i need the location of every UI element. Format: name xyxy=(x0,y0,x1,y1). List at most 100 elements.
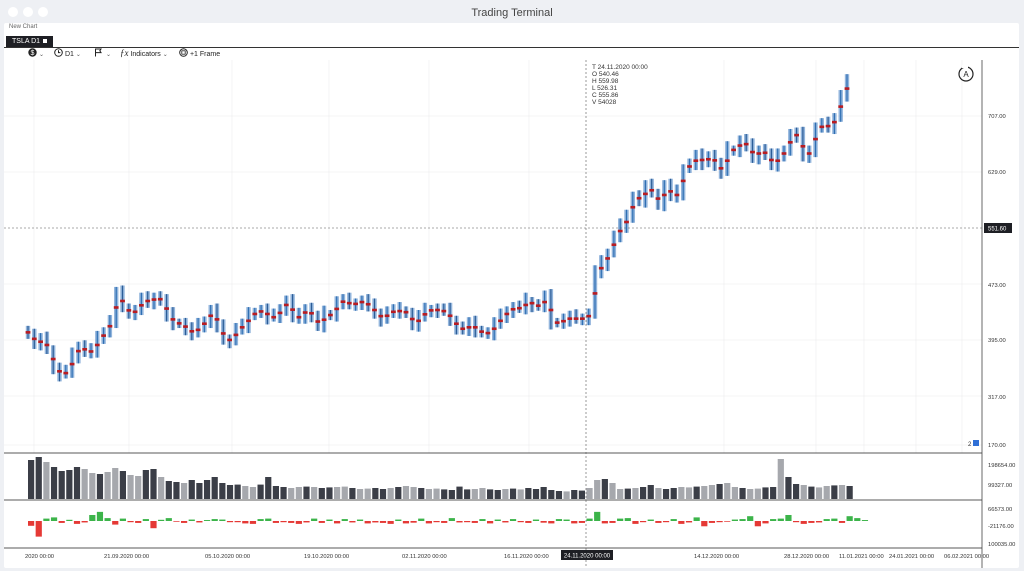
poc-marker xyxy=(334,307,340,311)
volume-bar xyxy=(838,485,846,499)
footprint-candle xyxy=(422,302,428,322)
footprint-candle xyxy=(649,178,655,198)
footprint-candle xyxy=(668,178,673,202)
time-tick: 2020 00:00 xyxy=(25,554,54,560)
footprint-candle xyxy=(183,317,188,336)
time-tick: 11.01.2021 00:00 xyxy=(839,554,884,560)
candle-wick xyxy=(65,364,67,379)
volume-bar xyxy=(257,484,264,499)
maximize-window-button[interactable] xyxy=(38,7,48,17)
footprint-candle xyxy=(441,303,447,316)
poc-marker xyxy=(409,317,415,321)
footprint-candle xyxy=(113,286,119,329)
drawing-tools-button[interactable]: ⌄ xyxy=(94,48,111,59)
crosshair-date-label xyxy=(561,550,613,560)
candle-wick xyxy=(373,298,376,319)
footprint-candle xyxy=(416,310,421,332)
volume-bar xyxy=(586,488,593,499)
delta-bar xyxy=(815,521,823,523)
auto-scale-button[interactable]: A xyxy=(958,65,974,82)
poc-marker xyxy=(378,314,384,318)
footprint-candle xyxy=(126,303,132,319)
footprint-candle xyxy=(523,292,529,315)
volume-bar xyxy=(387,488,394,499)
footprint-candle xyxy=(542,290,547,313)
candle-wick xyxy=(827,116,829,133)
poc-marker xyxy=(832,120,837,124)
footprint-candle xyxy=(498,308,503,329)
footprint-candle xyxy=(88,343,94,359)
chart-grid xyxy=(4,60,982,453)
delta-bar xyxy=(563,519,570,521)
poc-marker xyxy=(25,331,31,334)
footprint-candle xyxy=(202,316,207,333)
timeframe-selector[interactable]: D1 ⌄ xyxy=(54,48,81,59)
candle-wick xyxy=(670,178,672,202)
volume-bar xyxy=(724,483,731,499)
candle-wick xyxy=(153,292,155,310)
tab-close-icon[interactable] xyxy=(43,39,48,44)
footprint-candle xyxy=(397,302,403,319)
footprint-candle xyxy=(762,144,768,160)
chart-area[interactable]: T 24.11.2020 00:00 O 540.46 H 559.98 L 5… xyxy=(4,60,1019,568)
poc-marker xyxy=(542,300,547,304)
footprint-candle xyxy=(529,297,535,313)
delta-bar xyxy=(249,521,257,524)
delta-bar xyxy=(73,521,81,524)
delta-bar xyxy=(487,521,494,524)
volume-pane xyxy=(28,457,853,499)
poc-marker xyxy=(605,257,610,260)
delta-bar xyxy=(280,521,287,523)
delta-bar xyxy=(716,521,723,523)
poc-marker xyxy=(113,306,119,309)
volume-bar xyxy=(433,488,440,499)
volume-bar xyxy=(303,486,310,499)
volume-bar xyxy=(142,470,149,499)
poc-marker xyxy=(353,302,358,306)
footprint-candle xyxy=(239,318,245,335)
footprint-candle xyxy=(378,308,384,327)
indicators-button[interactable]: ƒx Indicators ⌄ xyxy=(120,48,168,59)
volume-bar xyxy=(43,462,50,499)
poc-marker xyxy=(844,87,850,90)
delta-bar xyxy=(448,518,455,521)
delta-tick: 100035.00 xyxy=(988,542,1015,548)
add-frame-button[interactable]: +1 Frame xyxy=(179,48,220,59)
delta-bar xyxy=(203,520,211,521)
footprint-candle xyxy=(806,145,812,163)
close-window-button[interactable] xyxy=(8,7,18,17)
dollar-circle-icon: $ xyxy=(28,48,37,57)
poc-marker xyxy=(819,125,825,129)
clock-icon xyxy=(54,48,63,57)
volume-bar xyxy=(785,477,792,499)
delta-bar xyxy=(142,519,149,521)
volume-bar xyxy=(28,460,35,499)
time-axis[interactable]: 2020 00:00 21.09.2020 00:00 05.10.2020 00:… xyxy=(25,554,989,560)
poc-marker xyxy=(825,124,831,128)
candle-wick xyxy=(682,164,684,201)
footprint-candle xyxy=(94,330,100,358)
volume-bar xyxy=(234,484,241,499)
minimize-window-button[interactable] xyxy=(23,7,33,17)
volume-bar xyxy=(188,480,195,499)
footprint-candle xyxy=(460,321,466,335)
delta-bar xyxy=(242,521,249,524)
symbol-selector[interactable]: $ ⌄ xyxy=(28,48,44,59)
delta-bar xyxy=(502,521,509,523)
status-square-icon[interactable] xyxy=(973,440,979,446)
poc-marker xyxy=(151,298,157,301)
footprint-candle xyxy=(724,141,730,176)
delta-bar xyxy=(226,521,234,523)
footprint-candle xyxy=(107,315,113,338)
volume-bar xyxy=(647,485,654,499)
poc-marker xyxy=(252,312,258,316)
price-axis[interactable]: 707.00 629.00 473.00 395.00 317.00 170.0… xyxy=(988,114,1006,449)
footprint-candle xyxy=(844,74,850,102)
footprint-candle xyxy=(271,308,277,322)
candle-wick xyxy=(216,303,218,333)
tab-tsla-d1[interactable]: TSLA D1 xyxy=(6,36,54,47)
footprint-candle xyxy=(706,151,711,168)
candle-wick xyxy=(273,308,275,322)
volume-bar xyxy=(181,483,188,499)
delta-bar xyxy=(219,519,226,521)
